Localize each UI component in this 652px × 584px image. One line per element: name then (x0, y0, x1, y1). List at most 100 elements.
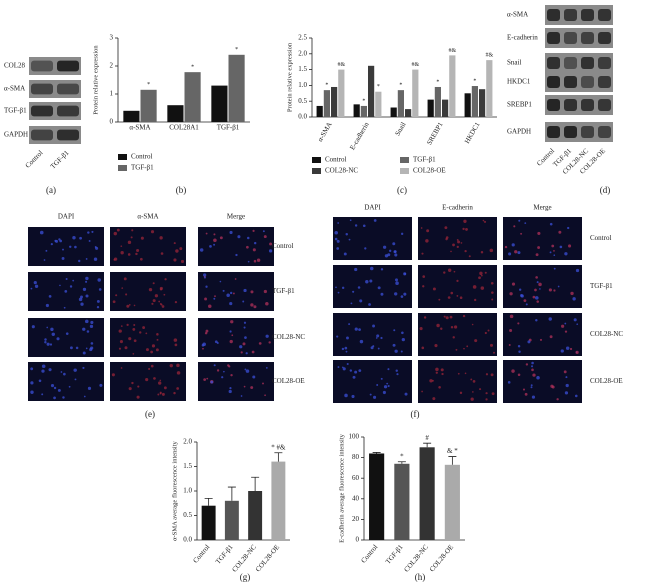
if-cell (89, 347, 93, 352)
if-cell (229, 330, 232, 333)
if-cell (252, 229, 255, 232)
if-cell (45, 249, 48, 252)
significance-mark: #& (411, 62, 419, 68)
if-cell (137, 385, 140, 388)
if-cell (120, 251, 124, 255)
blot-strip (545, 28, 613, 48)
blot-band (564, 126, 577, 138)
if-cell (558, 230, 562, 234)
if-cell (173, 242, 176, 245)
if-cell (548, 317, 552, 321)
if-cell (480, 274, 483, 277)
if-cell (243, 321, 247, 324)
if-cell (83, 395, 86, 398)
significance-mark: * (325, 83, 328, 89)
if-cell (354, 370, 358, 374)
if-cell (530, 365, 534, 368)
if-cell (229, 230, 233, 235)
if-cell (479, 271, 483, 276)
if-cell (112, 300, 116, 304)
if-cell (243, 385, 246, 388)
if-cell (127, 253, 131, 256)
if-cell (456, 279, 459, 283)
significance-mark: #& (337, 62, 345, 68)
if-cell (50, 243, 53, 246)
if-cell (535, 319, 538, 322)
error-bar (227, 486, 236, 501)
if-cell (438, 386, 441, 389)
if-cell (48, 294, 52, 298)
if-cell (30, 287, 33, 290)
if-cell (156, 333, 159, 336)
if-cell (113, 231, 118, 236)
if-cell (352, 290, 355, 293)
if-cell (213, 233, 216, 236)
significance-mark: * (147, 82, 150, 88)
if-image (333, 265, 412, 308)
bar (201, 505, 216, 540)
if-cell (59, 284, 61, 287)
if-cell (246, 245, 249, 249)
panel-letter: (b) (176, 185, 187, 195)
y-tick-label: 1 (110, 90, 114, 98)
if-cell (456, 239, 459, 241)
if-cell (511, 243, 515, 247)
if-cell (474, 298, 477, 302)
if-cell (239, 345, 243, 349)
if-cell (436, 323, 440, 328)
legend-swatch (118, 165, 127, 171)
if-image (110, 227, 186, 266)
if-cell (173, 391, 176, 395)
if-cell (245, 369, 250, 373)
if-cell (377, 286, 381, 290)
blot-row-label: COL28 (4, 62, 26, 70)
if-cell (567, 226, 570, 230)
if-cell (421, 346, 425, 350)
if-cell (456, 245, 459, 249)
if-cell (150, 230, 155, 234)
if-cell (509, 314, 514, 319)
if-cell (176, 363, 180, 368)
legend-swatch (118, 154, 127, 160)
if-cell (62, 248, 64, 251)
if-cell (79, 236, 82, 240)
blot-band (581, 76, 594, 88)
blot-band (57, 129, 79, 141)
if-cell (120, 245, 123, 247)
if-cell (337, 222, 340, 224)
if-cell (445, 316, 449, 320)
if-cell (153, 377, 156, 380)
if-cell (345, 233, 349, 236)
if-cell (388, 249, 392, 253)
if-cell (222, 289, 225, 292)
if-cell (173, 338, 178, 342)
if-cell (99, 383, 103, 387)
if-cell (524, 222, 527, 225)
if-cell (128, 337, 132, 341)
if-cell (480, 286, 485, 290)
error-bar (204, 497, 213, 506)
if-cell (342, 367, 346, 371)
if-cell (491, 291, 494, 294)
if-cell (125, 293, 128, 296)
blot-lane-label: Control (24, 149, 45, 170)
legend-swatch (400, 168, 409, 174)
if-cell (466, 345, 469, 348)
blot-band (598, 126, 611, 138)
if-cell (203, 378, 207, 381)
if-cell (535, 253, 539, 257)
y-tick-label: 2.5 (298, 34, 307, 42)
if-cell (549, 251, 552, 254)
x-tick-label: HKDC1 (463, 120, 482, 145)
error-bar (372, 452, 381, 454)
blot-row-label: TGF-β1 (4, 107, 27, 115)
if-cell (245, 352, 248, 355)
if-cell (78, 297, 83, 302)
bar (316, 105, 323, 117)
y-tick-label: 2.0 (183, 438, 192, 446)
if-cell (517, 251, 521, 255)
if-cell (252, 375, 256, 379)
if-cell (86, 330, 90, 333)
if-cell (380, 336, 383, 340)
if-cell (522, 388, 526, 391)
